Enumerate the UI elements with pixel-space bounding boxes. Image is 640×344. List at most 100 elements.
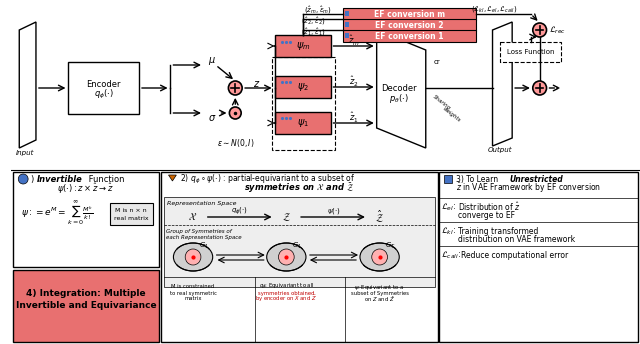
Text: EF conversion 1: EF conversion 1 xyxy=(375,32,444,41)
Circle shape xyxy=(19,174,28,184)
Text: $q_\phi$: Equivariant to all: $q_\phi$: Equivariant to all xyxy=(259,282,314,292)
Text: on $Z$ and $\hat{Z}$: on $Z$ and $\hat{Z}$ xyxy=(364,294,395,304)
Text: Distribution of $\hat{z}$: Distribution of $\hat{z}$ xyxy=(458,201,521,213)
FancyBboxPatch shape xyxy=(275,76,330,98)
Text: Reduce computational error: Reduce computational error xyxy=(461,250,568,259)
Circle shape xyxy=(532,81,547,95)
Text: $\psi_m$: $\psi_m$ xyxy=(296,40,310,52)
Text: $\sigma$: $\sigma$ xyxy=(208,113,216,123)
Text: $\hat{z}$ in VAE Framework by EF conversion: $\hat{z}$ in VAE Framework by EF convers… xyxy=(456,181,602,195)
FancyBboxPatch shape xyxy=(68,62,139,114)
Text: Input: Input xyxy=(16,150,35,156)
Text: symmetries on $\mathcal{X}$ and $\bar{\mathcal{Z}}$: symmetries on $\mathcal{X}$ and $\bar{\m… xyxy=(244,181,354,195)
Text: $\psi(\cdot): z \times \hat{z} \rightarrow \hat{z}$: $\psi(\cdot): z \times \hat{z} \rightarr… xyxy=(57,182,113,196)
Text: $\hat{z}_2$: $\hat{z}_2$ xyxy=(349,75,359,89)
Circle shape xyxy=(229,107,241,119)
Text: 2) $q_\phi \circ \psi(\cdot)$ : partial-equivariant to a subset of: 2) $q_\phi \circ \psi(\cdot)$ : partial-… xyxy=(180,172,355,185)
Text: Invertible and Equivariance: Invertible and Equivariance xyxy=(16,301,156,311)
Text: Invertible: Invertible xyxy=(37,174,83,183)
Text: $\mathcal{L}_{cali}$:: $\mathcal{L}_{cali}$: xyxy=(442,249,461,261)
Text: Unrestricted: Unrestricted xyxy=(509,174,563,183)
Text: $\hat{\mathcal{Z}}$: $\hat{\mathcal{Z}}$ xyxy=(375,209,384,225)
Text: Group of Symmetries of: Group of Symmetries of xyxy=(166,228,231,234)
Text: Representation Space: Representation Space xyxy=(166,201,236,205)
Text: converge to EF: converge to EF xyxy=(458,211,515,219)
Text: to real symmetric: to real symmetric xyxy=(170,290,216,295)
Text: $\epsilon \sim N(0, I)$: $\epsilon \sim N(0, I)$ xyxy=(216,137,254,149)
Circle shape xyxy=(185,249,201,265)
Bar xyxy=(345,11,349,16)
Text: M is n × n: M is n × n xyxy=(115,207,147,213)
Polygon shape xyxy=(493,22,512,146)
Text: 3) To Learn: 3) To Learn xyxy=(456,174,500,183)
Text: Training transformed: Training transformed xyxy=(458,226,538,236)
FancyBboxPatch shape xyxy=(343,8,476,20)
Text: Function: Function xyxy=(86,174,125,183)
Text: $(\hat{z}_m, \hat{\epsilon}_m)$: $(\hat{z}_m, \hat{\epsilon}_m)$ xyxy=(304,4,332,16)
FancyBboxPatch shape xyxy=(161,172,438,342)
Text: Decoder: Decoder xyxy=(381,84,417,93)
FancyBboxPatch shape xyxy=(13,172,159,267)
Text: $\hat{z}_1$: $\hat{z}_1$ xyxy=(349,111,359,125)
Text: $p_\theta(\cdot)$: $p_\theta(\cdot)$ xyxy=(389,92,409,105)
Text: $(\hat{z}_1, \hat{\epsilon}_1)$: $(\hat{z}_1, \hat{\epsilon}_1)$ xyxy=(301,26,326,38)
Polygon shape xyxy=(377,30,426,148)
Text: $G_T$: $G_T$ xyxy=(385,241,396,251)
Text: subset of Symmetries: subset of Symmetries xyxy=(351,290,408,295)
Text: $\mathcal{X}$: $\mathcal{X}$ xyxy=(188,212,198,222)
Text: M is constrained: M is constrained xyxy=(172,284,214,290)
Bar xyxy=(345,33,349,38)
FancyBboxPatch shape xyxy=(500,42,561,62)
Text: ): ) xyxy=(31,174,37,183)
Text: EF conversion m: EF conversion m xyxy=(374,10,445,19)
Text: Loss Function: Loss Function xyxy=(507,49,555,55)
Text: $(\mathcal{L}_{kl}, \mathcal{L}_{el}, \mathcal{L}_{cali})$: $(\mathcal{L}_{kl}, \mathcal{L}_{el}, \m… xyxy=(471,4,518,14)
Polygon shape xyxy=(168,175,177,181)
Bar xyxy=(444,175,452,183)
Text: $\psi(\cdot)$: $\psi(\cdot)$ xyxy=(326,206,340,216)
Text: $(\hat{z}_2, \hat{\epsilon}_2)$: $(\hat{z}_2, \hat{\epsilon}_2)$ xyxy=(301,15,326,27)
Text: by encoder on $X$ and $\bar{Z}$: by encoder on $X$ and $\bar{Z}$ xyxy=(255,294,317,304)
Text: real matrix: real matrix xyxy=(114,215,148,221)
Text: 4) Integration: Multiple: 4) Integration: Multiple xyxy=(26,289,146,298)
Text: $\psi := e^M = \sum_{k=0}^{\infty} \frac{M^k}{k!}$: $\psi := e^M = \sum_{k=0}^{\infty} \frac… xyxy=(21,198,93,227)
FancyBboxPatch shape xyxy=(343,30,476,42)
Text: $\mathcal{L}_{rec}$: $\mathcal{L}_{rec}$ xyxy=(550,24,566,36)
Text: $\mu$: $\mu$ xyxy=(208,55,216,67)
FancyBboxPatch shape xyxy=(164,197,435,287)
Text: $\mathcal{L}_{el}$:: $\mathcal{L}_{el}$: xyxy=(442,201,457,213)
Text: $\psi_2$: $\psi_2$ xyxy=(297,81,309,93)
Text: Sharing: Sharing xyxy=(431,95,451,111)
FancyBboxPatch shape xyxy=(275,35,330,57)
Text: symmetries obtained: symmetries obtained xyxy=(258,290,315,295)
Text: $\psi_1$: $\psi_1$ xyxy=(297,117,309,129)
Circle shape xyxy=(278,249,294,265)
FancyBboxPatch shape xyxy=(13,270,159,342)
Text: $\hat{z}_m$: $\hat{z}_m$ xyxy=(348,34,360,48)
FancyBboxPatch shape xyxy=(438,172,638,342)
FancyBboxPatch shape xyxy=(343,19,476,31)
Ellipse shape xyxy=(360,243,399,271)
Text: $q_\phi(\cdot)$: $q_\phi(\cdot)$ xyxy=(93,87,114,100)
Ellipse shape xyxy=(267,243,306,271)
Text: matrix: matrix xyxy=(184,297,202,301)
Text: $G_1$: $G_1$ xyxy=(199,241,209,251)
Circle shape xyxy=(228,81,242,95)
Text: weights: weights xyxy=(442,106,461,123)
Circle shape xyxy=(372,249,387,265)
Text: 1: 1 xyxy=(21,176,26,182)
Text: $\mathcal{Z}$: $\mathcal{Z}$ xyxy=(282,211,291,223)
Text: EF conversion 2: EF conversion 2 xyxy=(375,21,444,30)
Polygon shape xyxy=(19,22,36,148)
Text: $z$: $z$ xyxy=(253,79,260,89)
Bar xyxy=(345,22,349,27)
Text: $\mathcal{L}_{kl}$:: $\mathcal{L}_{kl}$: xyxy=(442,225,456,237)
Text: Output: Output xyxy=(488,147,513,153)
Text: $\psi$: Equivariant to a: $\psi$: Equivariant to a xyxy=(355,282,404,291)
Text: $G_1$: $G_1$ xyxy=(292,241,302,251)
Text: distribution on VAE framework: distribution on VAE framework xyxy=(458,235,575,244)
Text: cr: cr xyxy=(434,59,440,65)
Ellipse shape xyxy=(173,243,212,271)
FancyBboxPatch shape xyxy=(275,112,330,134)
Text: $q_\phi(\cdot)$: $q_\phi(\cdot)$ xyxy=(230,205,248,217)
